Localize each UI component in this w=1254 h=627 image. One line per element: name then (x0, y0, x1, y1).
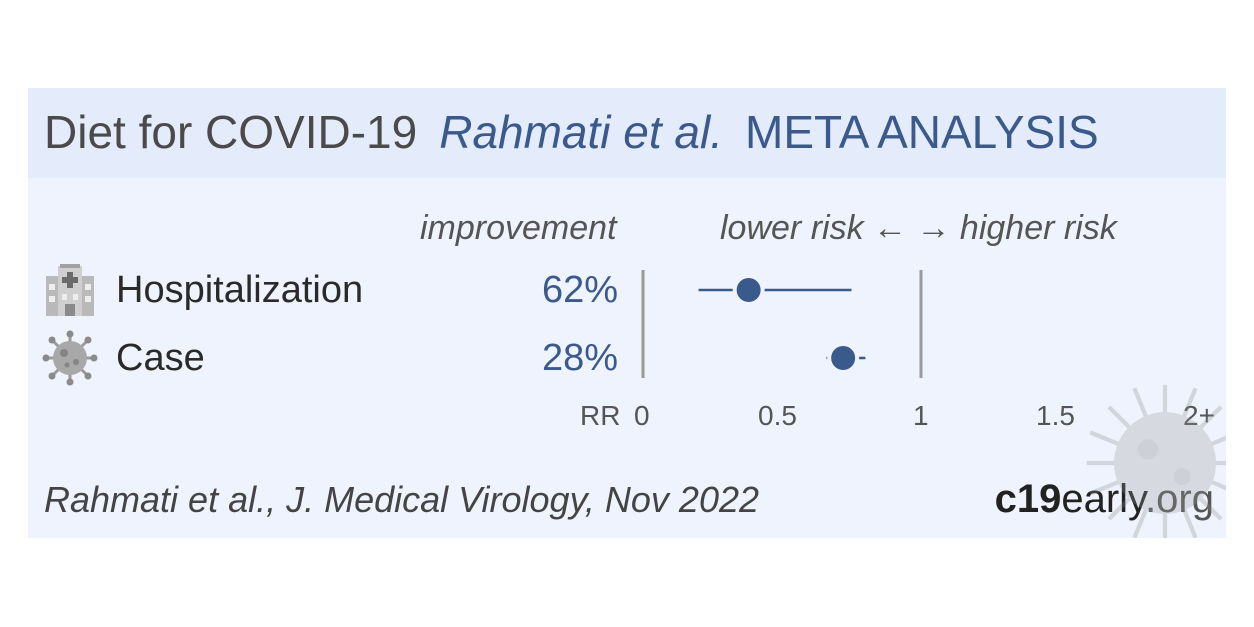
page-title: Diet for COVID-19 Rahmati et al. META ANAL… (44, 104, 1099, 160)
row-improvement-hospitalization: 62% (541, 269, 618, 311)
x-tick-label: 0.5 (758, 400, 797, 431)
brand-c19: c19 (994, 477, 1062, 521)
row-improvement-case: 28% (541, 337, 618, 379)
title-kind: META ANALYSIS (745, 106, 1099, 158)
header-bar: Diet for COVID-19 Rahmati et al. META ANAL… (28, 88, 1226, 178)
brand-early: early (1061, 477, 1146, 521)
improvement-column-header: improvement (420, 209, 617, 247)
row-label-case: Case (116, 337, 205, 379)
axis-title-rr: RR (580, 400, 621, 431)
row-label-hospitalization: Hospitalization (116, 269, 364, 311)
x-tick-label: 1 (913, 400, 929, 431)
forest-plot (641, 270, 923, 378)
brand-org: .org (1145, 477, 1214, 521)
summary-card: Diet for COVID-19 Rahmati et al. META ANAL… (28, 88, 1226, 538)
point-estimate-case (831, 346, 856, 370)
citation: Rahmati et al., J. Medical Virology, Nov… (44, 479, 760, 520)
x-tick-label: 0 (634, 400, 650, 431)
x-tick-label: 1.5 (1036, 400, 1075, 431)
brand-logo[interactable]: c19early.org (995, 476, 1214, 522)
point-estimate-hospitalization (736, 278, 761, 302)
hospital-icon (46, 264, 94, 316)
virus-icon (42, 330, 98, 386)
title-topic: Diet for COVID-19 (44, 106, 418, 158)
decorative-virus-icon (1086, 384, 1226, 538)
title-authors: Rahmati et al. (439, 106, 724, 158)
risk-direction-header: lower risk ← → higher risk (720, 209, 1117, 247)
x-tick-label: 2+ (1183, 400, 1215, 431)
